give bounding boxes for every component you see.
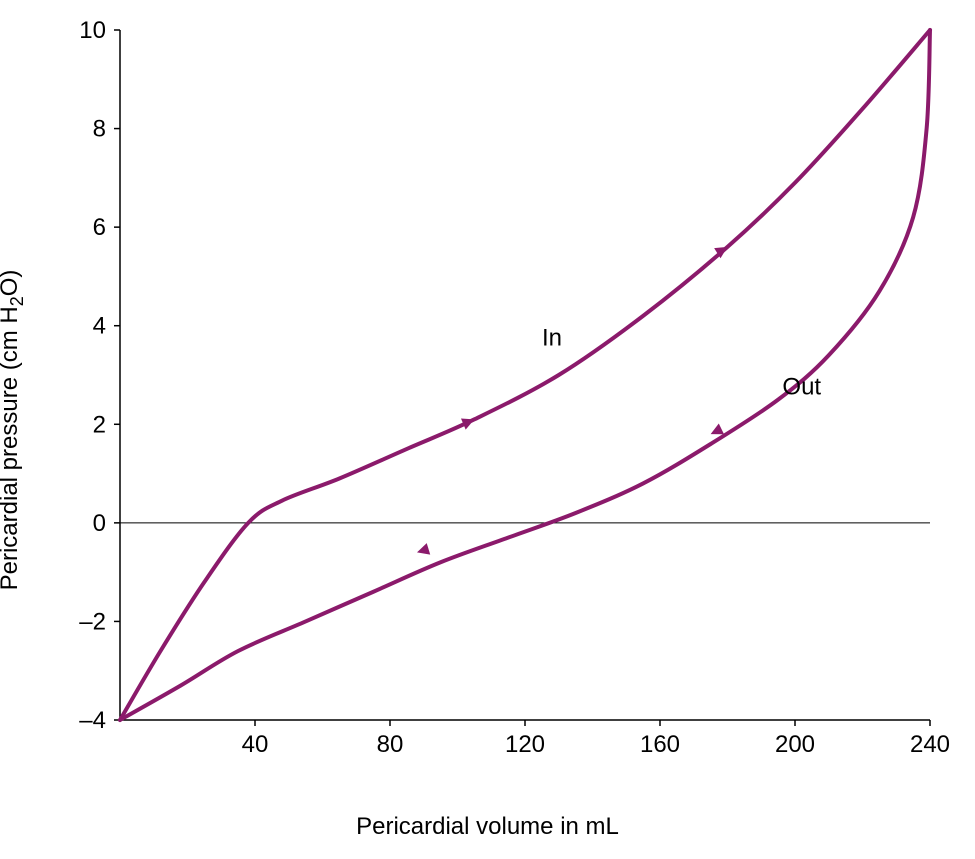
chart-container: Pericardial pressure (cm H2O) Pericardia… [0, 0, 975, 859]
x-tick-label: 40 [242, 731, 269, 758]
y-axis-label-sub: 2 [7, 296, 27, 306]
y-tick-label: –4 [79, 707, 106, 734]
annotation-label: Out [782, 374, 821, 401]
x-tick-label: 200 [775, 731, 815, 758]
x-tick-label: 160 [640, 731, 680, 758]
y-tick-label: –2 [79, 608, 106, 635]
x-tick-label: 120 [505, 731, 545, 758]
y-axis-label-prefix: Pericardial pressure (cm H [0, 306, 23, 590]
y-tick-label: 4 [93, 313, 106, 340]
arrow-out [417, 543, 430, 554]
x-tick-label: 240 [910, 731, 950, 758]
y-axis-label: Pericardial pressure (cm H2O) [0, 269, 28, 590]
x-axis-label: Pericardial volume in mL [356, 813, 619, 841]
chart-svg: –4–202468104080120160200240InOut [110, 20, 940, 770]
y-tick-label: 10 [79, 17, 106, 44]
plot-area: –4–202468104080120160200240InOut [110, 20, 940, 770]
arrow-out [711, 423, 724, 434]
y-tick-label: 0 [93, 510, 106, 537]
y-axis-label-suffix: O) [0, 269, 23, 296]
x-tick-label: 80 [377, 731, 404, 758]
y-tick-label: 8 [93, 116, 106, 143]
y-tick-label: 6 [93, 214, 106, 241]
y-tick-label: 2 [93, 411, 106, 438]
annotation-label: In [542, 324, 562, 351]
